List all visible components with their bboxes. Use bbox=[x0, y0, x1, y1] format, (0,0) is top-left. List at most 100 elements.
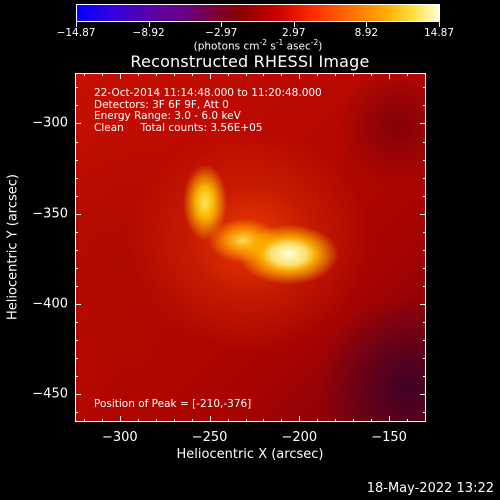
colorbar-tick-label: 2.97 bbox=[282, 27, 306, 39]
x-axis-tick bbox=[335, 419, 337, 422]
x-axis-tick bbox=[119, 416, 121, 422]
y-axis-tick bbox=[420, 303, 426, 305]
colorbar-tick-label: −2.97 bbox=[205, 27, 238, 39]
y-axis-tick bbox=[423, 195, 426, 197]
y-tick-label: −350 bbox=[32, 206, 68, 222]
x-axis-tick bbox=[299, 73, 301, 79]
y-axis-tick bbox=[420, 393, 426, 395]
x-axis-tick bbox=[83, 419, 85, 422]
info-line: Energy Range: 3.0 - 6.0 keV bbox=[94, 110, 241, 122]
x-axis-tick bbox=[263, 73, 265, 76]
colorbar bbox=[76, 4, 440, 22]
y-axis-tick bbox=[75, 285, 78, 287]
y-axis-tick bbox=[75, 213, 81, 215]
y-axis-tick bbox=[75, 267, 78, 269]
x-tick-label: −200 bbox=[281, 430, 318, 445]
y-axis-tick bbox=[75, 357, 78, 359]
y-axis-label: Heliocentric Y (arcsec) bbox=[5, 174, 21, 320]
colorbar-tick-label: 14.87 bbox=[423, 27, 455, 39]
x-axis-tick bbox=[227, 73, 229, 76]
x-axis-tick bbox=[317, 419, 319, 422]
colorbar-tick-label: −14.87 bbox=[56, 27, 96, 39]
y-axis-tick bbox=[423, 285, 426, 287]
heatmap-plot-area: 22-Oct-2014 11:14:48.000 to 11:20:48.000… bbox=[75, 73, 426, 422]
y-axis-tick bbox=[423, 231, 426, 233]
x-axis-tick bbox=[425, 73, 426, 76]
y-axis-tick bbox=[423, 141, 426, 143]
y-axis-tick bbox=[423, 411, 426, 413]
timestamp: 18-May-2022 13:22 bbox=[366, 481, 494, 496]
x-axis-tick bbox=[83, 73, 85, 76]
y-axis-tick bbox=[75, 339, 78, 341]
x-axis-tick bbox=[137, 419, 139, 422]
y-axis-tick bbox=[423, 177, 426, 179]
y-axis-tick bbox=[423, 339, 426, 341]
y-axis-tick bbox=[423, 249, 426, 251]
x-axis-tick bbox=[317, 73, 319, 76]
info-line: Detectors: 3F 6F 9F, Att 0 bbox=[94, 98, 229, 111]
x-tick-label: −250 bbox=[191, 430, 228, 445]
y-axis-tick bbox=[75, 141, 78, 143]
y-axis-tick bbox=[420, 213, 426, 215]
y-axis-tick bbox=[75, 159, 78, 161]
x-axis-tick bbox=[407, 73, 409, 76]
x-tick-label: −300 bbox=[102, 430, 138, 445]
x-axis-tick bbox=[227, 419, 229, 422]
x-axis-tick bbox=[173, 73, 175, 76]
colorbar-tick bbox=[439, 22, 440, 27]
x-axis-tick bbox=[371, 419, 373, 422]
x-axis-tick bbox=[371, 73, 373, 76]
y-axis-tick bbox=[75, 411, 78, 413]
x-axis-tick bbox=[245, 419, 247, 422]
colorbar-tick-label: −8.92 bbox=[132, 27, 165, 39]
y-axis-tick bbox=[75, 195, 78, 197]
peak-position-label: Position of Peak = [-210,-376] bbox=[94, 398, 252, 410]
x-tick-label: −150 bbox=[371, 430, 407, 445]
x-axis-tick bbox=[155, 73, 157, 76]
y-tick-label: −300 bbox=[32, 115, 68, 131]
x-axis-tick bbox=[263, 419, 265, 422]
colorbar-tick bbox=[293, 22, 295, 27]
x-axis-tick bbox=[335, 73, 337, 76]
x-axis-tick bbox=[353, 419, 355, 422]
colorbar-tick bbox=[366, 22, 368, 27]
y-axis-tick bbox=[423, 87, 426, 89]
y-axis-tick bbox=[75, 177, 78, 179]
colorbar-tick bbox=[148, 22, 150, 27]
y-axis-tick bbox=[75, 321, 78, 323]
y-axis-tick bbox=[75, 375, 78, 377]
x-axis-tick bbox=[191, 419, 193, 422]
colorbar-tick-label: 8.92 bbox=[354, 27, 379, 39]
y-tick-label: −450 bbox=[32, 386, 68, 402]
x-axis-tick bbox=[425, 419, 426, 422]
x-axis-tick bbox=[137, 73, 139, 76]
x-axis-tick bbox=[209, 416, 211, 422]
colorbar-tick bbox=[76, 22, 77, 27]
x-axis-tick bbox=[173, 419, 175, 422]
y-axis-tick bbox=[420, 123, 426, 125]
x-axis-label: Heliocentric X (arcsec) bbox=[176, 447, 324, 462]
colorbar-tick bbox=[221, 22, 223, 27]
x-axis-tick bbox=[407, 419, 409, 422]
observation-info: 22-Oct-2014 11:14:48.000 to 11:20:48.000… bbox=[94, 87, 322, 134]
y-tick-label: −400 bbox=[32, 296, 68, 312]
y-axis-tick bbox=[423, 357, 426, 359]
colorbar-gradient bbox=[76, 4, 440, 22]
y-axis-tick bbox=[75, 123, 81, 125]
info-line: Clean Total counts: 3.56E+05 bbox=[94, 121, 263, 134]
x-axis-tick bbox=[101, 419, 103, 422]
y-axis-tick bbox=[75, 87, 78, 89]
x-axis-tick bbox=[101, 73, 103, 76]
y-axis-tick bbox=[423, 105, 426, 107]
y-axis-tick bbox=[75, 231, 78, 233]
x-axis-tick bbox=[245, 73, 247, 76]
y-axis-tick bbox=[75, 393, 81, 395]
x-axis-tick bbox=[281, 419, 283, 422]
chart-title: Reconstructed RHESSI Image bbox=[130, 52, 370, 71]
y-axis-tick bbox=[423, 159, 426, 161]
x-axis-tick bbox=[389, 416, 391, 422]
x-axis-tick bbox=[191, 73, 193, 76]
x-axis-tick bbox=[119, 73, 121, 79]
y-axis-tick bbox=[75, 249, 78, 251]
y-axis-tick bbox=[423, 321, 426, 323]
